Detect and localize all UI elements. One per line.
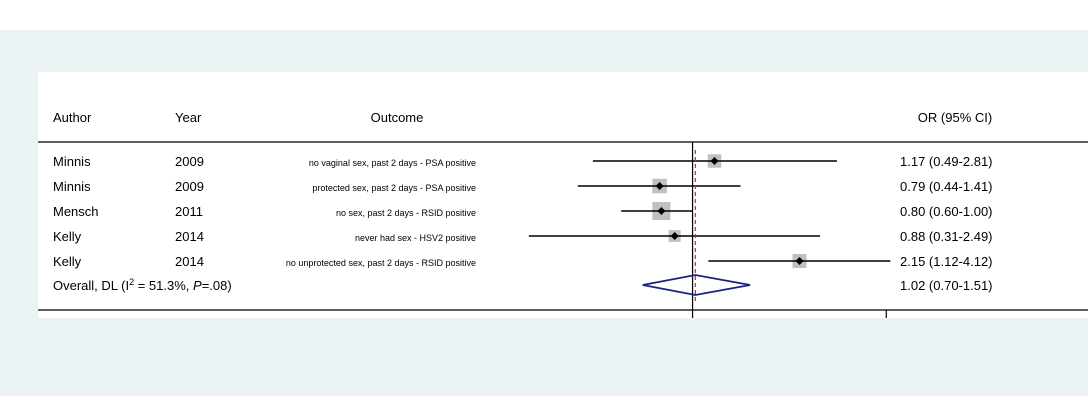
plot-panel: Author Year Outcome OR (95% CI) Minnis 2…: [38, 72, 1088, 318]
header-author: Author: [53, 110, 92, 125]
study-author: Minnis: [53, 154, 91, 169]
point-estimate: [795, 257, 804, 265]
study-outcome: no vaginal sex, past 2 days - PSA positi…: [309, 158, 476, 168]
study-or-ci: 0.80 (0.60-1.00): [900, 204, 993, 219]
header-outcome: Outcome: [371, 110, 424, 125]
point-estimate: [655, 182, 664, 190]
study-row-5: Kelly 2014 no unprotected sex, past 2 da…: [53, 254, 993, 269]
header-or-ci: OR (95% CI): [918, 110, 992, 125]
study-year: 2009: [175, 179, 204, 194]
point-estimate: [710, 157, 719, 165]
study-row-4: Kelly 2014 never had sex - HSV2 positive…: [53, 229, 993, 244]
study-year: 2011: [175, 204, 203, 219]
study-outcome: no unprotected sex, past 2 days - RSID p…: [286, 258, 476, 268]
study-or-ci: 0.79 (0.44-1.41): [900, 179, 993, 194]
study-author: Kelly: [53, 254, 82, 269]
overall-label-prefix: Overall, DL (I: [53, 278, 129, 293]
overall-or-ci: 1.02 (0.70-1.51): [900, 278, 993, 293]
overall-diamond: [642, 274, 751, 296]
study-year: 2014: [175, 229, 204, 244]
study-or-ci: 2.15 (1.12-4.12): [900, 254, 993, 269]
forest-marks: 14: [528, 142, 891, 318]
study-or-ci: 1.17 (0.49-2.81): [900, 154, 993, 169]
overall-label-mid: = 51.3%,: [134, 278, 193, 293]
study-outcome: no sex, past 2 days - RSID positive: [336, 208, 476, 218]
point-estimate: [657, 207, 666, 215]
header-year: Year: [175, 110, 202, 125]
study-author: Minnis: [53, 179, 91, 194]
overall-label-end: =.08): [202, 278, 232, 293]
overall-label-p: P: [193, 278, 202, 293]
study-row-3: Mensch 2011 no sex, past 2 days - RSID p…: [53, 204, 993, 219]
study-author: Kelly: [53, 229, 82, 244]
point-estimate: [670, 232, 679, 240]
forest-plot: Author Year Outcome OR (95% CI) Minnis 2…: [38, 110, 1088, 318]
study-year: 2014: [175, 254, 204, 269]
study-outcome: protected sex, past 2 days - PSA positiv…: [312, 183, 476, 193]
study-year: 2009: [175, 154, 204, 169]
study-author: Mensch: [53, 204, 99, 219]
overall-label-sup: 2: [129, 277, 134, 287]
overall-label: Overall, DL (I2 = 51.3%, P=.08): [53, 277, 232, 293]
study-outcome: never had sex - HSV2 positive: [355, 233, 476, 243]
study-row-2: Minnis 2009 protected sex, past 2 days -…: [53, 179, 993, 194]
study-row-1: Minnis 2009 no vaginal sex, past 2 days …: [53, 154, 993, 169]
study-or-ci: 0.88 (0.31-2.49): [900, 229, 993, 244]
